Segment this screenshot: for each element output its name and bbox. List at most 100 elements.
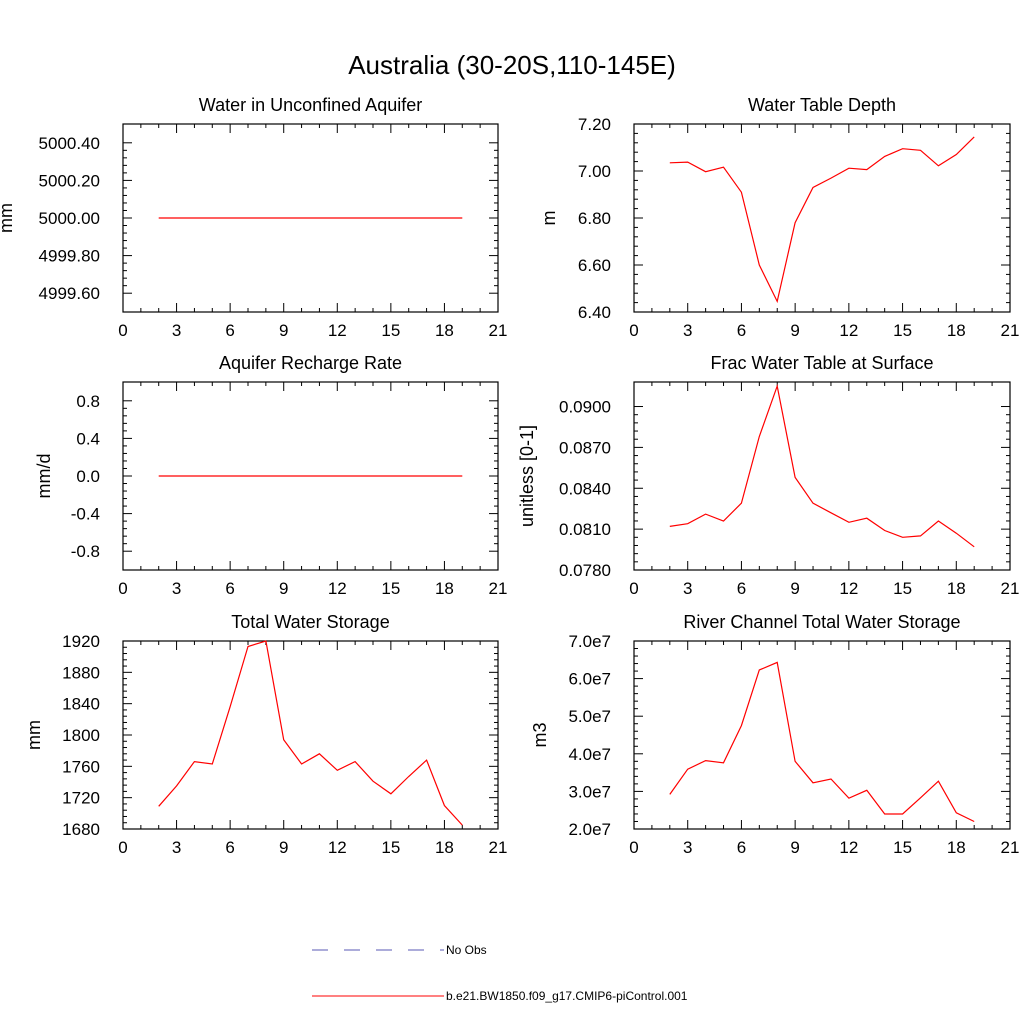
y-tick-label: 6.0e7 (568, 670, 611, 689)
x-tick-label: 9 (790, 321, 799, 340)
y-tick-label: 3.0e7 (568, 782, 611, 801)
y-tick-label: 4999.60 (39, 284, 100, 303)
legend-label-model: b.e21.BW1850.f09_g17.CMIP6-piControl.001 (446, 989, 688, 1003)
x-tick-label: 15 (893, 321, 912, 340)
legend: No Obs b.e21.BW1850.f09_g17.CMIP6-piCont… (312, 943, 688, 1003)
x-tick-label: 12 (839, 579, 858, 598)
y-axis-label: mm (0, 203, 16, 233)
legend-label-no-obs: No Obs (446, 943, 487, 957)
x-tick-label: 9 (279, 838, 288, 857)
x-tick-label: 18 (435, 579, 454, 598)
y-tick-label: 6.80 (578, 209, 611, 228)
y-tick-label: 5000.40 (39, 134, 100, 153)
x-tick-label: 21 (489, 579, 508, 598)
x-tick-label: 9 (790, 838, 799, 857)
y-tick-label: 1880 (62, 663, 100, 682)
y-tick-label: 7.00 (578, 162, 611, 181)
y-tick-label: 7.0e7 (568, 632, 611, 651)
y-tick-label: 0.0900 (559, 398, 611, 417)
x-tick-label: 18 (947, 321, 966, 340)
x-tick-label: 3 (172, 321, 181, 340)
plot-frame (122, 640, 499, 830)
x-tick-label: 15 (893, 579, 912, 598)
plot-frame (633, 123, 1011, 313)
plot-frame (633, 640, 1011, 830)
x-tick-label: 0 (118, 579, 127, 598)
x-tick-label: 12 (328, 321, 347, 340)
x-tick-label: 3 (172, 579, 181, 598)
x-tick-label: 21 (1001, 838, 1020, 857)
y-tick-label: 0.0810 (559, 520, 611, 539)
plot-frame (633, 381, 1011, 571)
x-tick-label: 3 (172, 838, 181, 857)
x-tick-label: 21 (489, 838, 508, 857)
y-tick-label: 0.0840 (559, 479, 611, 498)
x-tick-label: 15 (381, 838, 400, 857)
x-tick-label: 15 (381, 579, 400, 598)
y-tick-label: 1680 (62, 820, 100, 839)
x-tick-label: 12 (839, 321, 858, 340)
x-tick-label: 3 (683, 321, 692, 340)
panel-1: Water in Unconfined Aquifer mm 0 3 6 9 12 15 18 2… (0, 95, 507, 340)
panel-title: Aquifer Recharge Rate (219, 353, 402, 373)
y-tick-label: 1920 (62, 632, 100, 651)
y-tick-label: 0.4 (76, 429, 100, 448)
series-line (669, 136, 975, 304)
y-tick-label: 1720 (62, 789, 100, 808)
x-tick-label: 6 (737, 579, 746, 598)
y-tick-label: 4.0e7 (568, 745, 611, 764)
x-tick-label: 3 (683, 838, 692, 857)
y-axis-label: m3 (530, 722, 550, 747)
series-line (669, 383, 975, 548)
x-tick-label: 0 (629, 321, 638, 340)
y-tick-label: 0.8 (76, 392, 100, 411)
x-tick-label: 6 (225, 838, 234, 857)
x-tick-label: 12 (328, 838, 347, 857)
x-tick-label: 15 (893, 838, 912, 857)
x-tick-label: 12 (839, 838, 858, 857)
x-tick-label: 9 (279, 579, 288, 598)
x-tick-label: 21 (1001, 321, 1020, 340)
y-axis-label: unitless [0-1] (517, 425, 537, 527)
panel-title: Total Water Storage (231, 612, 389, 632)
y-tick-label: 6.60 (578, 256, 611, 275)
x-tick-label: 15 (381, 321, 400, 340)
x-tick-label: 9 (279, 321, 288, 340)
y-tick-label: 0.0870 (559, 438, 611, 457)
x-tick-label: 9 (790, 579, 799, 598)
x-tick-label: 3 (683, 579, 692, 598)
panel-title: Water in Unconfined Aquifer (199, 95, 422, 115)
y-tick-label: 5.0e7 (568, 707, 611, 726)
y-tick-label: 1840 (62, 695, 100, 714)
y-tick-label: 1760 (62, 757, 100, 776)
x-tick-label: 18 (947, 579, 966, 598)
y-axis-label: m (539, 211, 559, 226)
panel-3: Aquifer Recharge Rate mm/d 0 3 6 9 12 15 18 21 -0.… (34, 353, 507, 598)
figure-title: Australia (30-20S,110-145E) (348, 50, 676, 80)
series-line (669, 661, 975, 823)
y-tick-label: 5000.20 (39, 171, 100, 190)
x-tick-label: 18 (435, 838, 454, 857)
x-tick-label: 0 (629, 838, 638, 857)
panels: Water in Unconfined Aquifer mm 0 3 6 9 12 15 18 2… (0, 95, 1019, 857)
panel-5: Total Water Storage mm 0 3 6 9 12 15 18 21 1680 172… (24, 612, 507, 857)
panel-6: River Channel Total Water Storage m3 0 3 6 9 1… (530, 612, 1019, 857)
x-tick-label: 6 (225, 321, 234, 340)
x-tick-label: 0 (118, 838, 127, 857)
x-tick-label: 12 (328, 579, 347, 598)
panel-4: Frac Water Table at Surface unitless [0-1… (517, 353, 1019, 598)
y-axis-label: mm/d (34, 454, 54, 499)
x-tick-label: 21 (489, 321, 508, 340)
y-tick-label: -0.4 (71, 505, 100, 524)
x-tick-label: 6 (737, 838, 746, 857)
y-tick-label: 0.0780 (559, 561, 611, 580)
x-tick-label: 6 (737, 321, 746, 340)
y-tick-label: -0.8 (71, 542, 100, 561)
x-tick-label: 18 (947, 838, 966, 857)
x-tick-label: 21 (1001, 579, 1020, 598)
y-tick-label: 7.20 (578, 115, 611, 134)
y-tick-label: 5000.00 (39, 209, 100, 228)
x-tick-label: 18 (435, 321, 454, 340)
